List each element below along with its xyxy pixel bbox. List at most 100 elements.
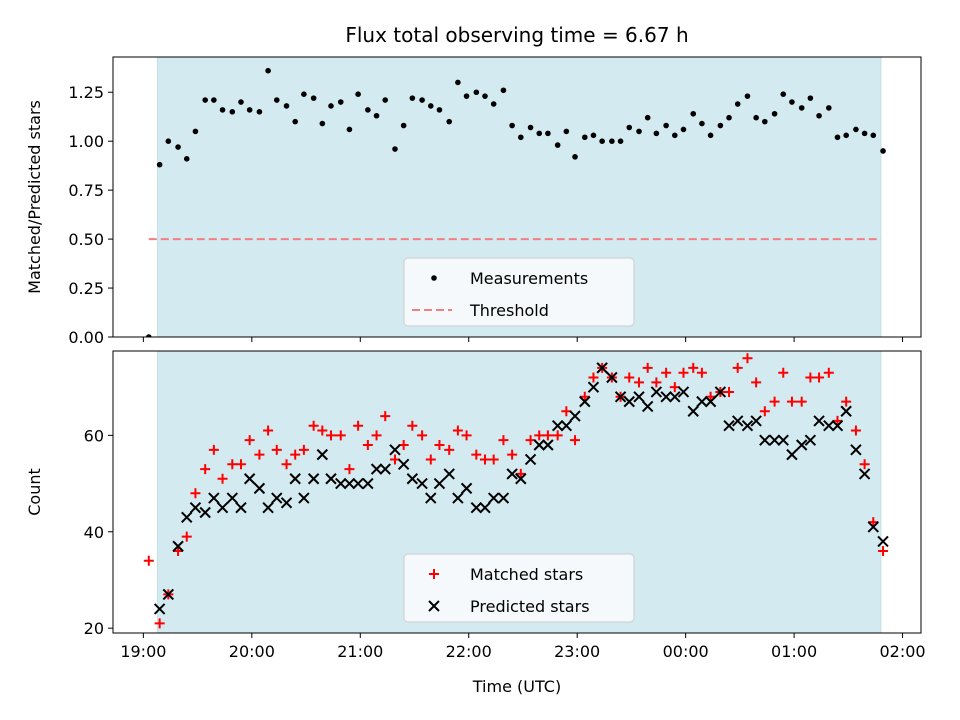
- data-point: [596, 362, 608, 374]
- data-point: [661, 367, 672, 378]
- data-point: [343, 477, 356, 490]
- data-point: [724, 386, 735, 397]
- data-point: [156, 161, 163, 168]
- data-point: [841, 396, 852, 407]
- data-point: [283, 103, 290, 109]
- data-point: [425, 492, 437, 504]
- data-point: [389, 444, 401, 456]
- data-point: [878, 546, 889, 557]
- data-point: [173, 546, 184, 557]
- data-point: [217, 473, 228, 484]
- data-point: [280, 497, 293, 509]
- data-point: [870, 132, 877, 139]
- data-point: [795, 439, 808, 451]
- data-point: [768, 434, 781, 446]
- data-point: [572, 154, 578, 160]
- series-measurements: [145, 67, 886, 337]
- top-y-axis-label: Matched/Predicted stars: [25, 100, 44, 294]
- data-point: [355, 91, 361, 98]
- data-point: [581, 134, 588, 141]
- data-point: [208, 492, 220, 504]
- y-tick-label: 20: [84, 619, 104, 638]
- bottom-y-axis-label: Count: [25, 468, 44, 516]
- x-tick-label: 19:00: [120, 642, 166, 661]
- data-point: [216, 501, 229, 514]
- data-point: [805, 372, 816, 383]
- data-point: [346, 126, 353, 133]
- data-point: [690, 110, 697, 117]
- data-point: [490, 101, 497, 107]
- data-point: [436, 107, 443, 113]
- data-point: [199, 506, 211, 519]
- data-point: [704, 395, 717, 408]
- data-point: [814, 372, 825, 383]
- data-point: [263, 425, 274, 436]
- data-point: [569, 410, 581, 422]
- data-point: [392, 146, 398, 152]
- data-point: [680, 126, 687, 133]
- data-point: [552, 430, 563, 441]
- data-point: [181, 531, 192, 542]
- data-point: [545, 130, 551, 137]
- data-point: [858, 468, 871, 480]
- data-point: [750, 415, 762, 427]
- data-point: [335, 477, 347, 490]
- y-tick-label: 0.25: [68, 279, 104, 298]
- data-point: [256, 109, 263, 115]
- x-tick-label: 20:00: [229, 642, 275, 661]
- data-point: [298, 492, 310, 504]
- data-point: [534, 430, 545, 441]
- data-point: [650, 386, 663, 398]
- data-point: [238, 99, 244, 105]
- data-point: [175, 144, 181, 150]
- data-point: [262, 501, 274, 514]
- data-point: [732, 362, 743, 373]
- data-point: [444, 444, 455, 455]
- data-point: [371, 430, 382, 441]
- data-point: [853, 126, 859, 133]
- data-point: [244, 435, 255, 446]
- data-point: [823, 367, 834, 378]
- data-point: [271, 444, 282, 455]
- bottom-axes-frame: [112, 350, 922, 634]
- data-point: [365, 107, 371, 113]
- data-point: [397, 458, 410, 470]
- data-point: [843, 132, 849, 139]
- data-point: [588, 372, 599, 383]
- top-x-ticks: [142, 337, 904, 342]
- data-point: [807, 95, 814, 101]
- data-point: [599, 138, 605, 144]
- chart-title: Flux total observing time = 6.67 h: [345, 23, 688, 47]
- data-point: [590, 132, 597, 139]
- data-point: [335, 430, 346, 441]
- data-point: [417, 430, 428, 441]
- data-point: [663, 122, 669, 129]
- data-point: [850, 444, 862, 456]
- data-point: [452, 425, 463, 436]
- data-point: [753, 114, 759, 121]
- data-point: [687, 405, 699, 417]
- data-point: [235, 501, 247, 514]
- bottom-x-ticks: 19:00 20:00 21:00 22:00 23:00 00:00 01:00 02:00: [120, 633, 926, 661]
- data-point: [229, 109, 236, 115]
- data-point: [470, 501, 483, 514]
- data-point: [319, 120, 326, 127]
- data-point: [433, 477, 446, 490]
- data-point: [273, 97, 280, 103]
- y-tick-label: 0.50: [68, 230, 104, 249]
- data-point: [316, 448, 329, 461]
- data-point: [524, 453, 537, 466]
- data-point: [427, 103, 434, 109]
- data-point: [479, 501, 491, 514]
- data-point: [609, 138, 615, 144]
- data-point: [382, 97, 389, 103]
- data-point: [362, 440, 373, 450]
- data-point: [344, 464, 355, 475]
- data-point: [880, 148, 886, 154]
- data-point: [290, 449, 301, 460]
- data-point: [407, 420, 418, 431]
- legend-marker: [428, 600, 440, 612]
- data-point: [705, 391, 716, 402]
- data-point: [780, 91, 787, 98]
- y-tick-label: 60: [84, 426, 104, 445]
